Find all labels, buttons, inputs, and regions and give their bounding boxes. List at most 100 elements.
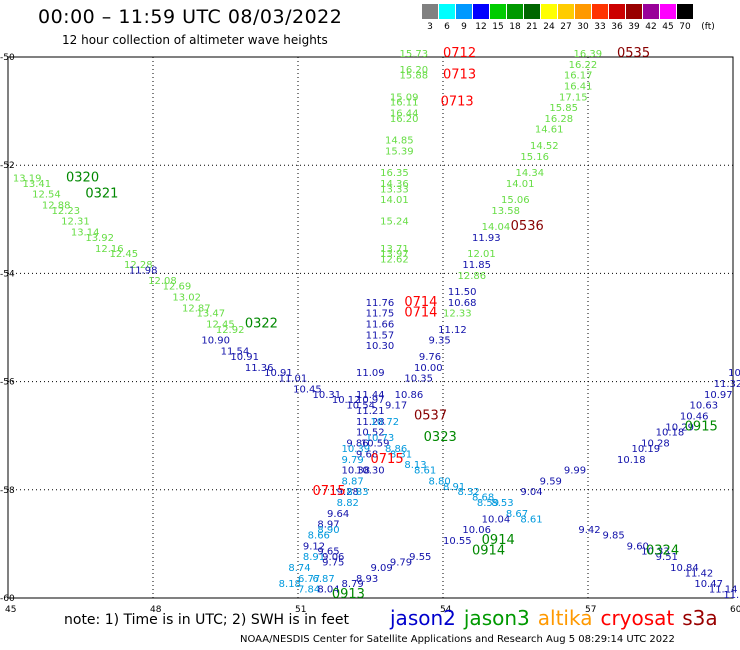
wave-height-point: 8.91 bbox=[443, 482, 465, 493]
wave-height-point: 11.44 bbox=[356, 390, 385, 401]
wave-height-point: 12.33 bbox=[443, 309, 472, 320]
wave-height-point: 12.28 bbox=[124, 260, 153, 271]
wave-height-point: 9.42 bbox=[578, 525, 600, 536]
wave-height-point: 10.55 bbox=[443, 536, 472, 547]
wave-height-point: 10.97 bbox=[356, 395, 385, 406]
wave-height-point: 10.90 bbox=[201, 336, 230, 347]
colorbar-label: 70 bbox=[679, 22, 691, 32]
pass-time-label: 0536 bbox=[511, 219, 544, 234]
colorbar-label: 42 bbox=[645, 22, 657, 32]
wave-height-point: 8.80 bbox=[429, 476, 451, 487]
wave-height-point: 16.17 bbox=[564, 71, 593, 82]
wave-height-point: 16.20 bbox=[390, 114, 419, 125]
wave-height-point: 16.41 bbox=[564, 81, 593, 92]
wave-height-point: 13.41 bbox=[23, 179, 52, 190]
chart-title: 00:00 – 11:59 UTC 08/03/2022 bbox=[38, 6, 343, 28]
wave-height-point: 15.09 bbox=[390, 92, 419, 103]
wave-height-point: 10.18 bbox=[656, 428, 685, 439]
colorbar-label: 3 bbox=[427, 22, 433, 32]
pass-time-label: 0715 bbox=[371, 452, 404, 467]
wave-height-point: 13.19 bbox=[13, 173, 42, 184]
pass-time-label: 0913 bbox=[332, 587, 365, 602]
wave-height-point: 12.88 bbox=[42, 200, 71, 211]
wave-height-point: 8.61 bbox=[414, 466, 436, 477]
wave-height-point: 16.35 bbox=[380, 168, 409, 179]
y-tick-label: -50 bbox=[0, 53, 15, 63]
x-tick-label: 60 bbox=[730, 605, 740, 615]
x-tick-label: 57 bbox=[585, 605, 596, 615]
wave-height-point: 10.39 bbox=[342, 444, 371, 455]
pass-time-label: 0320 bbox=[66, 170, 99, 185]
wave-height-point: 12.01 bbox=[467, 249, 496, 260]
wave-height-point: 12.45 bbox=[206, 320, 235, 331]
wave-height-point: 10.28 bbox=[641, 439, 670, 450]
wave-height-point: 6.77 bbox=[298, 574, 320, 585]
wave-height-point: 10.04 bbox=[482, 514, 511, 525]
x-tick-label: 54 bbox=[440, 605, 452, 615]
pass-time-label: 0714 bbox=[404, 295, 437, 310]
wave-height-point: 10.30 bbox=[366, 341, 395, 352]
wave-height-point: 12.69 bbox=[163, 282, 192, 293]
wave-height-point: 10.06 bbox=[462, 525, 491, 536]
wave-height-point: 10.47 bbox=[694, 579, 723, 590]
colorbar-swatch bbox=[660, 4, 677, 19]
pass-time-label: 0914 bbox=[472, 544, 505, 559]
wave-height-point: 15.73 bbox=[400, 49, 429, 60]
wave-height-point: 13.71 bbox=[380, 244, 409, 255]
pass-time-label: 0713 bbox=[443, 68, 476, 83]
wave-height-point: 9.65 bbox=[317, 547, 339, 558]
wave-height-point: 13.02 bbox=[172, 292, 201, 303]
plot-frame bbox=[7, 56, 734, 599]
wave-height-point: 11.85 bbox=[462, 260, 491, 271]
credit-line: NOAA/NESDIS Center for Satellite Applica… bbox=[240, 634, 675, 645]
wave-height-point: 8.68 bbox=[472, 493, 494, 504]
wave-height-point: 11.14 bbox=[709, 585, 738, 596]
legend-entry-jason2: jason2 bbox=[390, 606, 456, 630]
colorbar-label: 6 bbox=[444, 22, 450, 32]
colorbar-swatch bbox=[456, 4, 473, 19]
legend-entry-cryosat: cryosat bbox=[600, 606, 675, 630]
colorbar-label: 33 bbox=[594, 22, 606, 32]
y-tick-label: -60 bbox=[0, 594, 15, 604]
wave-height-point: 8.83 bbox=[346, 487, 368, 498]
pass-time-label: 0535 bbox=[617, 46, 650, 61]
wave-height-point: 9.28 bbox=[337, 487, 359, 498]
wave-height-point: 8.79 bbox=[342, 579, 364, 590]
legend-entry-jason3: jason3 bbox=[463, 606, 530, 630]
wave-height-point: 9.09 bbox=[371, 563, 393, 574]
wave-height-point: 6.87 bbox=[313, 574, 335, 585]
wave-height-point: 10.38 bbox=[342, 466, 371, 477]
colorbar-label: 27 bbox=[560, 22, 572, 32]
colorbar-label: 45 bbox=[662, 22, 674, 32]
wave-height-point: 9.06 bbox=[322, 552, 344, 563]
colorbar-label: 18 bbox=[509, 22, 521, 32]
wave-height-point: 9.85 bbox=[603, 530, 625, 541]
colorbar-swatch bbox=[643, 4, 660, 19]
wave-height-point: 9.60 bbox=[627, 541, 649, 552]
wave-height-point: 9.59 bbox=[540, 476, 562, 487]
wave-height-point: 11.57 bbox=[366, 330, 395, 341]
wave-height-point: 10.63 bbox=[690, 401, 719, 412]
wave-height-point: 10.54 bbox=[346, 401, 375, 412]
wave-height-point: 16.28 bbox=[545, 114, 574, 125]
colorbar-label: 30 bbox=[577, 22, 589, 32]
wave-height-point: 14.34 bbox=[516, 168, 545, 179]
wave-height-point: 11.98 bbox=[129, 265, 158, 276]
wave-height-point: 9.79 bbox=[390, 558, 412, 569]
wave-height-point: 11.01 bbox=[279, 374, 308, 385]
colorbar-swatch bbox=[626, 4, 643, 19]
wave-height-point: 8.61 bbox=[520, 514, 542, 525]
wave-height-point: 15.39 bbox=[385, 146, 414, 157]
wave-height-point: 10.97 bbox=[704, 390, 733, 401]
wave-height-point: 15.24 bbox=[380, 217, 409, 228]
wave-height-point: 8.66 bbox=[308, 530, 330, 541]
wave-height-point: 11.54 bbox=[221, 347, 250, 358]
wave-height-point: 12.23 bbox=[52, 206, 81, 217]
colorbar-swatch bbox=[490, 4, 507, 19]
wave-height-point: 14.52 bbox=[530, 141, 559, 152]
wave-height-point: 8.97 bbox=[317, 520, 339, 531]
wave-height-point: 11.28 bbox=[356, 417, 385, 428]
wave-height-point: 12.54 bbox=[32, 190, 61, 201]
wave-height-point: 12.92 bbox=[216, 325, 245, 336]
